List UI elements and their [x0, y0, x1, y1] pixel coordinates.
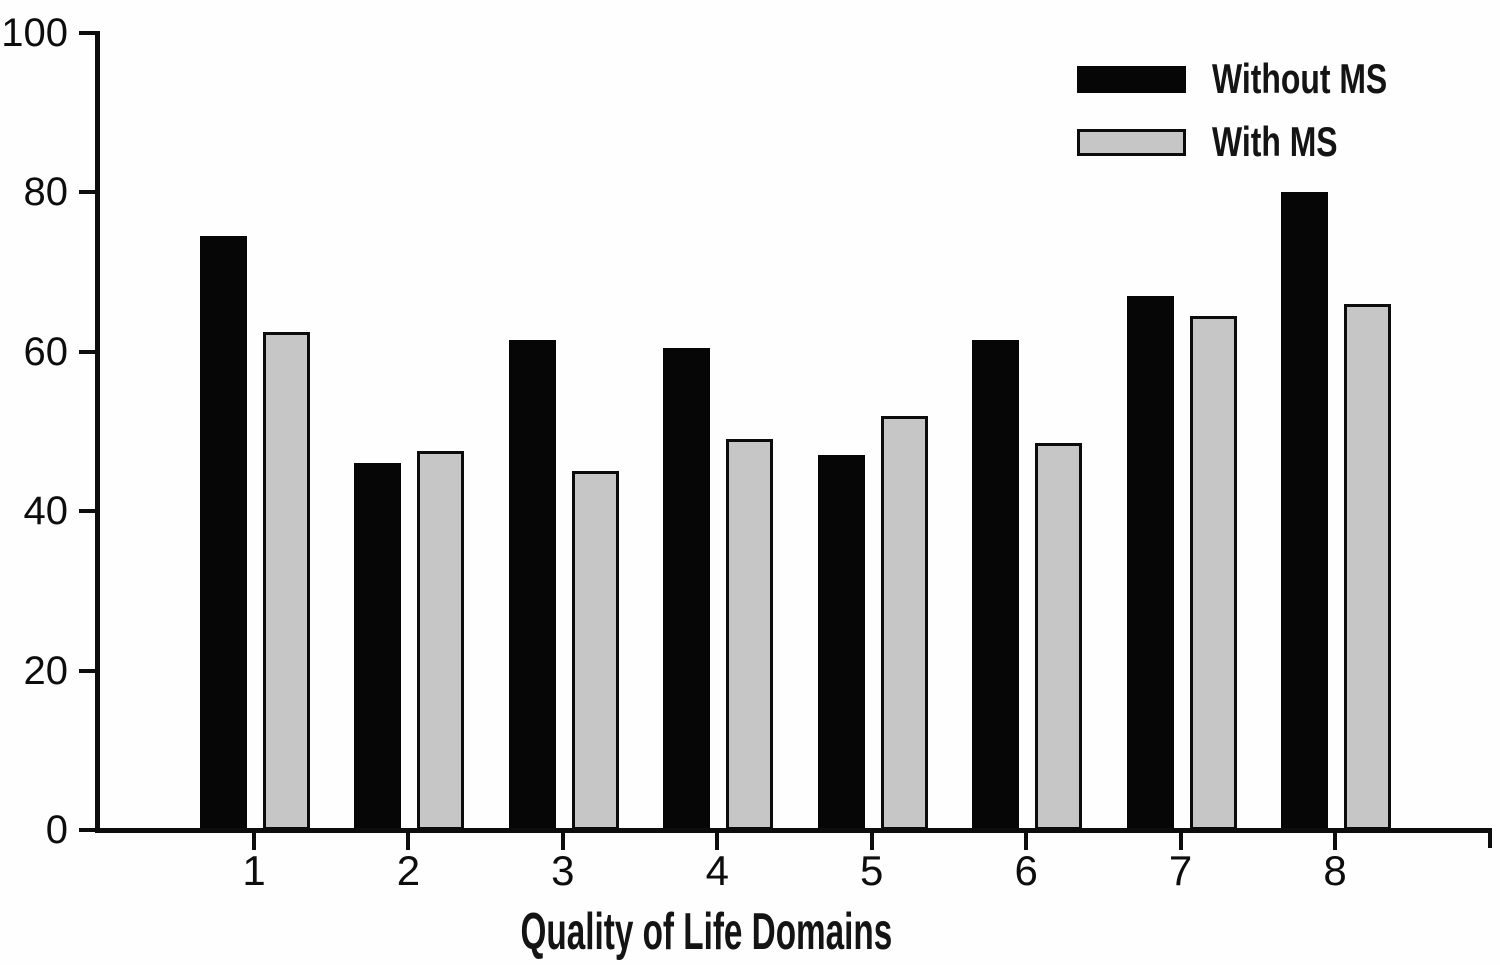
bar-without-ms [354, 463, 402, 830]
x-tick-label: 5 [860, 847, 884, 894]
x-tick-mark [715, 833, 720, 850]
bar-with-ms [417, 451, 465, 830]
bar-with-ms [1035, 443, 1083, 830]
x-tick-label: 1 [242, 847, 266, 894]
y-tick-label: 80 [23, 170, 69, 215]
y-tick-mark [79, 349, 96, 354]
bar-without-ms [200, 236, 247, 830]
legend: Without MS With MS [1077, 58, 1443, 163]
x-tick-label: 2 [396, 847, 421, 894]
bar-without-ms [972, 339, 1020, 830]
x-tick-label: 6 [1014, 847, 1038, 894]
x-tick-label: 3 [551, 847, 575, 894]
x-tick-mark [406, 833, 411, 850]
x-axis-title-text: Quality of Life Domains [520, 903, 892, 961]
y-tick-label: 100 [1, 11, 68, 55]
y-tick-label: 40 [23, 489, 69, 534]
legend-label-with-ms: With MS [1212, 118, 1338, 165]
x-tick-mark [1333, 833, 1337, 850]
y-tick-mark [79, 668, 96, 673]
x-tick-mark [1178, 833, 1183, 850]
bar-without-ms [663, 347, 711, 830]
bar-without-ms [817, 455, 865, 830]
x-tick-mark [1024, 833, 1029, 850]
x-tick-label: 8 [1323, 847, 1347, 894]
legend-swatch-without-ms [1077, 65, 1186, 93]
bar-without-ms [1281, 192, 1328, 830]
legend-label-without-ms: Without MS [1212, 55, 1388, 102]
x-axis-title: Quality of Life Domains [98, 904, 1314, 960]
bar-with-ms [263, 331, 310, 830]
y-tick-mark [79, 31, 96, 35]
bar-with-ms [1344, 303, 1391, 830]
legend-item-without-ms: Without MS [1077, 58, 1443, 100]
x-axis-end-tick [1488, 828, 1492, 848]
x-axis-line [95, 828, 1492, 833]
bar-with-ms [1189, 315, 1237, 830]
x-tick-mark [560, 833, 565, 850]
x-tick-mark [252, 833, 256, 850]
y-tick-mark [79, 509, 96, 514]
bar-with-ms [726, 439, 774, 830]
bar-without-ms [508, 339, 556, 830]
bar-without-ms [1126, 296, 1174, 830]
x-tick-label: 7 [1168, 847, 1193, 894]
x-tick-mark [869, 833, 874, 850]
y-tick-mark [79, 190, 96, 195]
bar-with-ms [571, 471, 619, 830]
y-axis-line [95, 31, 100, 832]
legend-item-with-ms: With MS [1077, 121, 1443, 163]
y-tick-mark [79, 828, 96, 832]
legend-swatch-with-ms [1077, 128, 1186, 156]
bar-with-ms [880, 415, 928, 830]
y-tick-label: 60 [23, 329, 69, 374]
y-tick-label: 0 [45, 808, 68, 852]
x-tick-label: 4 [705, 847, 729, 894]
y-tick-label: 20 [23, 648, 69, 693]
